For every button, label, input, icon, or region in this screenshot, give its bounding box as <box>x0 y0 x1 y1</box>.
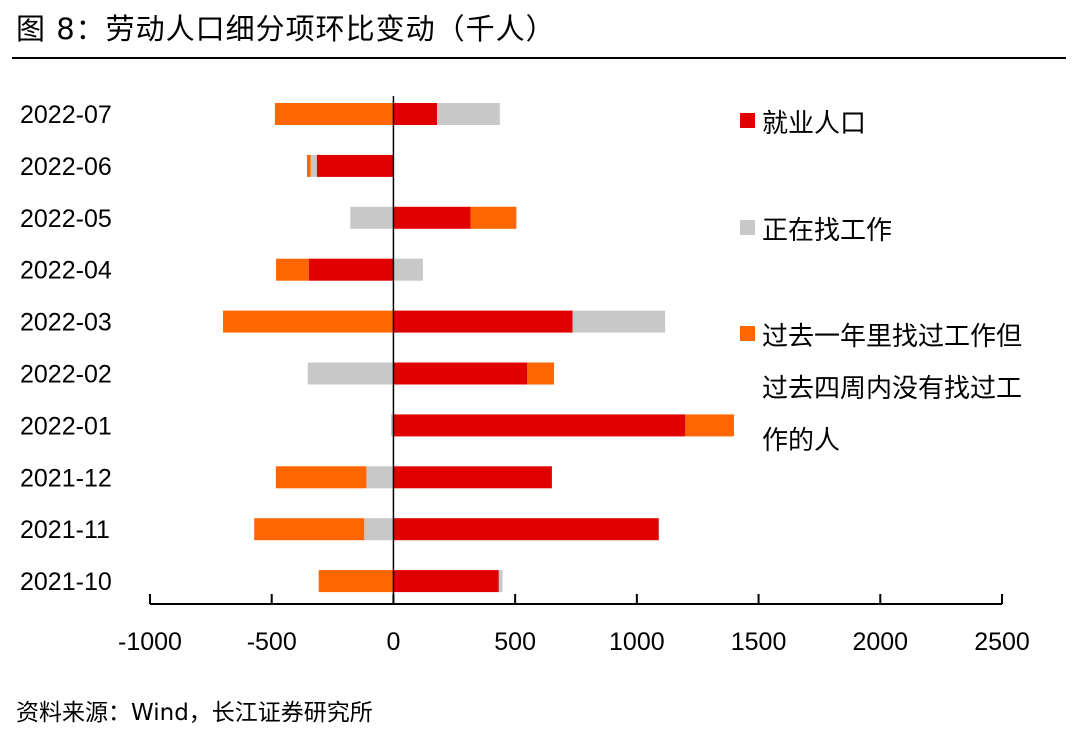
legend-label: 过去四周内没有找过工 <box>762 373 1022 403</box>
bar-2022-01-series-1 <box>390 414 394 437</box>
category-label: 2021-10 <box>20 568 112 596</box>
legend-label: 作的人 <box>762 425 840 455</box>
bar-2022-06-series-2 <box>307 154 311 177</box>
bar-2022-04-series-2 <box>276 258 309 281</box>
bar-2022-05-series-2 <box>470 206 517 229</box>
x-tick-label: 1000 <box>609 628 665 656</box>
bar-2022-03-series-1 <box>572 310 666 333</box>
figure-title: 图 8：劳动人口细分项环比变动（千人） <box>16 12 556 46</box>
category-label: 2021-11 <box>20 516 110 544</box>
legend-swatch-2 <box>740 326 755 341</box>
title-rule <box>12 57 1066 59</box>
bar-2022-06-series-0 <box>316 154 394 177</box>
legend-swatch-1 <box>740 220 755 235</box>
bar-2022-01-series-0 <box>393 414 686 437</box>
bar-2022-07-series-0 <box>393 103 438 125</box>
bar-2022-04-series-1 <box>393 258 423 281</box>
x-tick-label: 0 <box>386 628 400 656</box>
category-label: 2022-04 <box>20 257 112 285</box>
bar-2022-03-series-0 <box>393 310 573 333</box>
bar-2021-10-series-2 <box>318 570 394 593</box>
bar-2022-07-series-1 <box>437 103 500 125</box>
legend-label: 过去一年里找过工作但 <box>762 321 1022 351</box>
bar-2021-10-series-0 <box>393 570 499 593</box>
bars-layer <box>223 103 734 593</box>
bar-2022-02-series-2 <box>527 362 555 385</box>
x-tick-label: 2000 <box>852 628 908 656</box>
bar-2021-10-series-1 <box>498 570 503 593</box>
bar-2022-05-series-1 <box>350 206 394 229</box>
bar-2022-06-series-1 <box>310 154 317 177</box>
bar-2021-12-series-2 <box>275 466 367 489</box>
x-axis: -1000 -500 0 500 1000 1500 2000 2500 <box>118 96 1030 656</box>
category-labels: 2022-07 2022-06 2022-05 2022-04 2022-03 2022-… <box>20 101 112 596</box>
bar-2021-12-series-1 <box>366 466 394 489</box>
bar-2022-01-series-2 <box>685 414 734 437</box>
category-label: 2022-01 <box>20 412 112 440</box>
bar-2021-11-series-2 <box>254 518 365 541</box>
category-label: 2022-07 <box>20 101 112 129</box>
legend-label: 就业人口 <box>762 108 866 138</box>
bar-2022-07-series-2 <box>274 103 394 125</box>
source-note: 资料来源：Wind，长江证券研究所 <box>16 700 373 726</box>
category-label: 2022-05 <box>20 205 112 233</box>
bar-2022-02-series-1 <box>307 362 394 385</box>
bar-2021-12-series-0 <box>393 466 552 489</box>
category-label: 2021-12 <box>20 464 112 492</box>
bar-chart: -1000 -500 0 500 1000 1500 2000 2500 2022-07202… <box>20 96 1030 656</box>
x-tick-label: -1000 <box>118 628 182 656</box>
x-tick-label: 500 <box>494 628 536 656</box>
bar-2021-11-series-1 <box>364 518 394 541</box>
category-label: 2022-02 <box>20 361 112 389</box>
bar-2021-11-series-0 <box>393 518 659 541</box>
bar-2022-04-series-0 <box>308 258 394 281</box>
bar-2022-05-series-0 <box>393 206 471 229</box>
bar-2022-03-series-2 <box>223 310 394 333</box>
x-tick-label: 1500 <box>731 628 787 656</box>
bar-2022-02-series-0 <box>393 362 528 385</box>
x-tick-label: 2500 <box>974 628 1030 656</box>
legend-swatch-0 <box>740 113 755 128</box>
category-label: 2022-03 <box>20 309 112 337</box>
category-label: 2022-06 <box>20 153 112 181</box>
x-tick-label: -500 <box>247 628 297 656</box>
legend-label: 正在找工作 <box>762 215 892 245</box>
